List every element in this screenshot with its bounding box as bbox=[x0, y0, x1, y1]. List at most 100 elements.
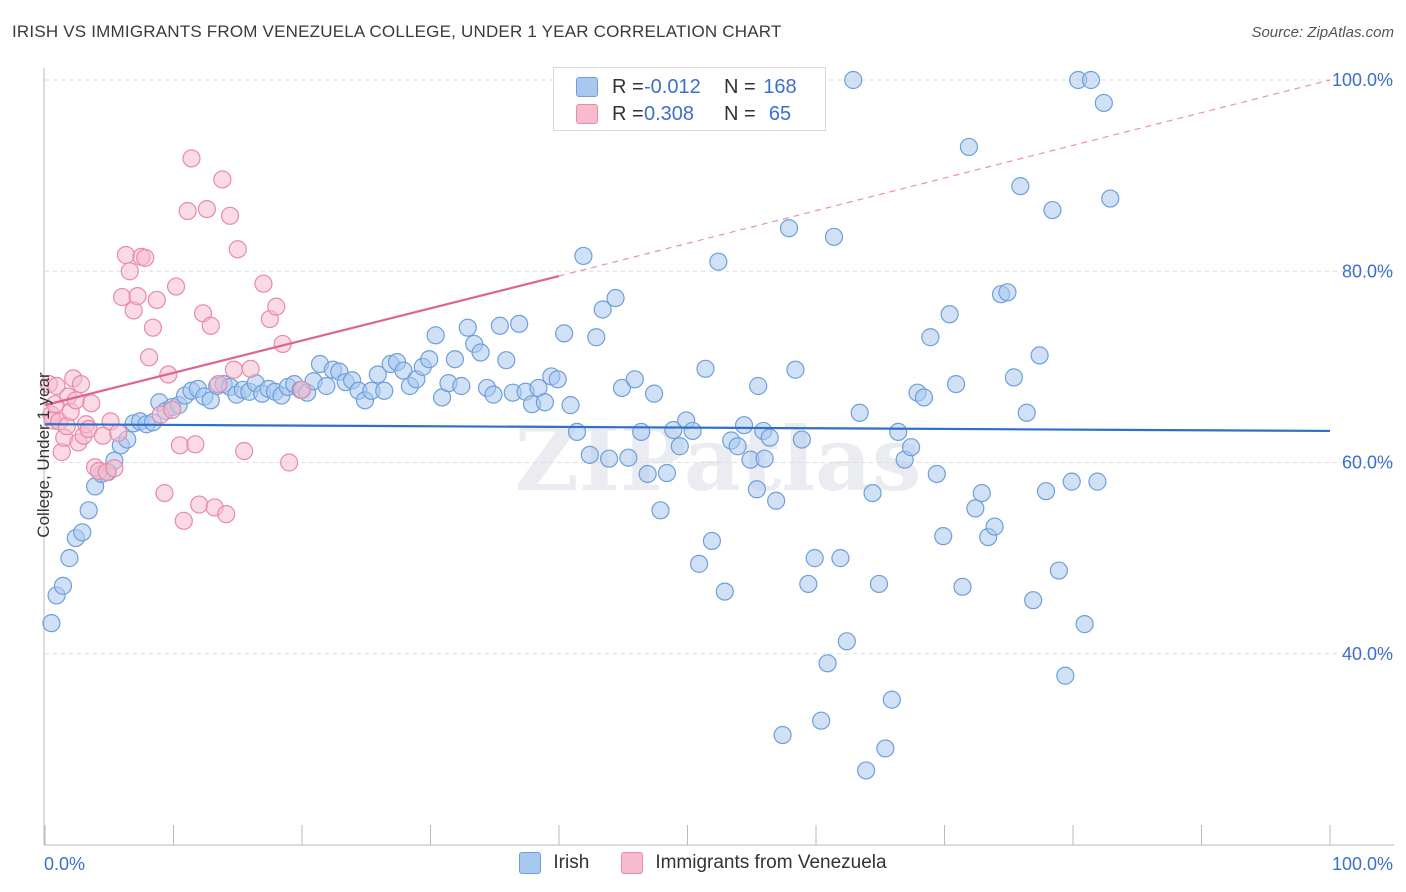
venezuela-point bbox=[254, 274, 273, 293]
stats-legend: R = -0.012 N = 168 R = 0.308 N = 65 bbox=[553, 67, 826, 131]
irish-point bbox=[497, 351, 516, 370]
venezuela-point bbox=[47, 376, 66, 396]
venezuela-point bbox=[143, 318, 163, 337]
venezuela-trend-line bbox=[44, 274, 560, 407]
irish-point bbox=[715, 582, 734, 601]
irish-point bbox=[606, 288, 625, 308]
irish-point bbox=[824, 227, 844, 246]
irish-point bbox=[749, 376, 768, 396]
irish-point bbox=[510, 314, 529, 333]
venezuela-point bbox=[201, 316, 220, 335]
y-tick-label: 60.0% bbox=[1342, 453, 1393, 473]
irish-point bbox=[972, 484, 991, 503]
irish-point bbox=[445, 350, 465, 369]
irish-point bbox=[452, 376, 471, 396]
irish-point bbox=[458, 318, 477, 337]
irish-point bbox=[632, 422, 651, 441]
r-label: R = bbox=[612, 102, 644, 125]
irish-point bbox=[779, 219, 799, 238]
irish-point bbox=[696, 359, 715, 378]
irish-point bbox=[876, 739, 895, 758]
y-tick-label: 100.0% bbox=[1332, 70, 1393, 90]
stats-row-venezuela: R = 0.308 N = 65 bbox=[576, 101, 802, 127]
irish-point bbox=[1049, 561, 1068, 580]
irish-point bbox=[1081, 70, 1101, 90]
irish-point bbox=[53, 576, 73, 595]
irish-point bbox=[837, 632, 856, 651]
irish-point bbox=[728, 437, 747, 456]
irish-point bbox=[471, 343, 490, 362]
irish-point bbox=[1088, 472, 1107, 491]
irish-point bbox=[805, 549, 824, 568]
y-tick-label: 80.0% bbox=[1342, 261, 1393, 281]
venezuela-point bbox=[139, 348, 159, 367]
irish-point bbox=[79, 501, 98, 520]
venezuela-point bbox=[280, 453, 299, 472]
venezuela-point bbox=[178, 201, 197, 221]
irish-point bbox=[882, 690, 901, 709]
n-value: 168 bbox=[763, 75, 797, 98]
venezuela-point bbox=[166, 277, 186, 296]
venezuela-point bbox=[213, 170, 232, 189]
irish-point bbox=[901, 438, 921, 457]
venezuela-trend-extension bbox=[558, 79, 1331, 277]
irish-point bbox=[670, 437, 689, 456]
irish-point bbox=[664, 420, 683, 440]
venezuela-point bbox=[128, 287, 147, 306]
x-tick-label: 100.0% bbox=[1332, 854, 1393, 874]
irish-point bbox=[1062, 472, 1081, 491]
venezuela-point bbox=[109, 423, 128, 442]
chart-title: IRISH VS IMMIGRANTS FROM VENEZUELA COLLE… bbox=[12, 22, 782, 41]
irish-swatch bbox=[576, 77, 598, 97]
venezuela-point bbox=[71, 374, 91, 394]
venezuela-point bbox=[190, 495, 209, 514]
irish-point bbox=[959, 137, 979, 157]
watermark: ZIPatlas bbox=[515, 407, 922, 511]
irish-point bbox=[1056, 666, 1075, 685]
irish-point bbox=[368, 365, 387, 384]
irish-point bbox=[747, 480, 766, 499]
irish-point bbox=[799, 574, 818, 594]
venezuela-point bbox=[197, 199, 217, 219]
legend-item-venezuela: Immigrants from Venezuela bbox=[621, 852, 887, 874]
venezuela-point bbox=[82, 394, 101, 413]
irish-point bbox=[651, 501, 670, 520]
legend-item-irish: Irish bbox=[519, 852, 589, 874]
irish-point bbox=[863, 484, 882, 503]
irish-point bbox=[850, 403, 869, 422]
irish-point bbox=[985, 517, 1004, 536]
irish-point bbox=[426, 326, 445, 345]
venezuela-point bbox=[182, 149, 201, 168]
irish-point bbox=[1017, 403, 1036, 422]
irish-point bbox=[657, 463, 677, 483]
stats-row-irish: R = -0.012 N = 168 bbox=[576, 74, 802, 100]
irish-point bbox=[940, 305, 959, 324]
irish-point bbox=[490, 316, 509, 335]
irish-point bbox=[42, 614, 61, 633]
irish-point bbox=[394, 361, 413, 380]
irish-point bbox=[420, 350, 439, 369]
venezuela-point bbox=[224, 360, 243, 379]
irish-point bbox=[869, 574, 889, 594]
venezuela-point bbox=[241, 359, 260, 378]
venezuela-point bbox=[209, 374, 228, 394]
irish-point bbox=[755, 449, 774, 468]
irish-point bbox=[600, 449, 619, 468]
venezuela-swatch bbox=[576, 104, 598, 124]
venezuela-point bbox=[163, 400, 182, 420]
irish-point bbox=[73, 523, 92, 542]
irish-point bbox=[1043, 200, 1062, 220]
irish-point bbox=[844, 70, 863, 90]
venezuela-point bbox=[112, 287, 132, 307]
venezuela-point bbox=[220, 206, 240, 225]
venezuela-point bbox=[235, 441, 254, 461]
venezuela-point bbox=[292, 380, 312, 399]
irish-point bbox=[760, 428, 779, 447]
irish-point bbox=[683, 421, 702, 441]
n-value: 65 bbox=[768, 102, 792, 125]
venezuela-point bbox=[147, 290, 166, 310]
irish-point bbox=[587, 328, 606, 347]
irish-point bbox=[638, 464, 657, 484]
irish-point bbox=[1004, 368, 1023, 387]
